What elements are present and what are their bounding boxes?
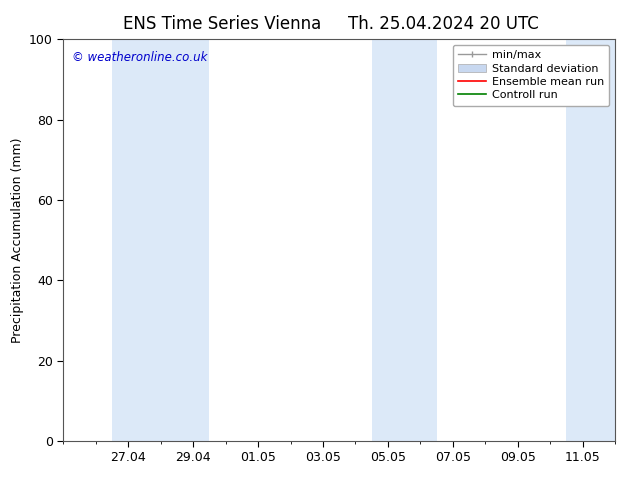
Bar [566, 39, 615, 441]
Text: © weatheronline.co.uk: © weatheronline.co.uk [72, 51, 207, 64]
Text: ENS Time Series Vienna: ENS Time Series Vienna [123, 15, 321, 33]
Bar [112, 39, 209, 441]
Bar [372, 39, 437, 441]
Y-axis label: Precipitation Accumulation (mm): Precipitation Accumulation (mm) [11, 137, 23, 343]
Legend: min/max, Standard deviation, Ensemble mean run, Controll run: min/max, Standard deviation, Ensemble me… [453, 45, 609, 106]
Text: Th. 25.04.2024 20 UTC: Th. 25.04.2024 20 UTC [349, 15, 539, 33]
